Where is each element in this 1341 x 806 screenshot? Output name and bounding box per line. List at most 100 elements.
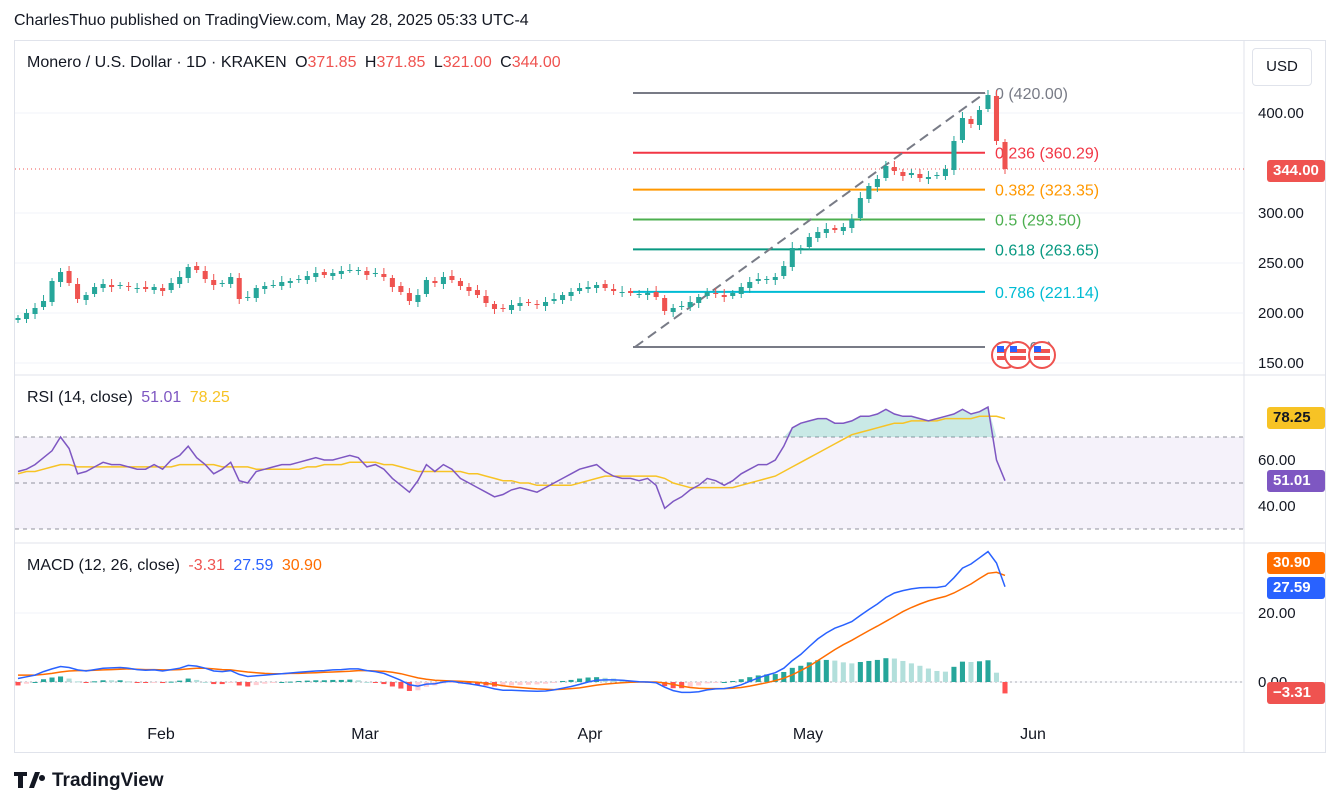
candle-body xyxy=(483,296,489,303)
macd-histogram-bar xyxy=(398,682,404,689)
macd-histogram-bar xyxy=(40,679,47,682)
macd-legend: MACD (12, 26, close) -3.31 27.59 30.90 xyxy=(27,557,326,575)
candle-body xyxy=(781,266,787,276)
candle-body xyxy=(270,285,276,286)
macd-histogram-bar xyxy=(23,682,30,684)
macd-histogram-bar xyxy=(534,682,540,685)
macd-histogram-bar xyxy=(849,663,855,682)
candle-body xyxy=(432,281,438,283)
candle-body xyxy=(66,271,72,283)
symbol-title[interactable]: Monero / U.S. Dollar · 1D · KRAKEN xyxy=(27,54,287,71)
rsi-tick-label: 40.00 xyxy=(1258,498,1296,515)
candle-body xyxy=(866,186,872,199)
macd-histogram-bar xyxy=(968,661,974,682)
macd-line xyxy=(17,550,1006,694)
macd-tick-label: 20.00 xyxy=(1258,605,1296,622)
fib-level-label: 0.618 (263.65) xyxy=(995,242,1099,259)
macd-histogram-bar xyxy=(508,682,515,686)
macd-title[interactable]: MACD (12, 26, close) xyxy=(27,557,180,574)
candle-body xyxy=(321,272,327,275)
candle-body xyxy=(500,308,506,309)
candle-body xyxy=(364,271,370,275)
candle-body xyxy=(747,282,753,288)
price-tick-label: 300.00 xyxy=(1258,205,1304,222)
rsi-line xyxy=(17,405,1006,510)
macd-histogram-bar xyxy=(347,679,353,682)
macd-histogram-bar xyxy=(228,682,234,683)
macd-histogram-bar xyxy=(713,682,719,683)
macd-histogram-bar xyxy=(993,672,1000,682)
macd-histogram-bar xyxy=(194,679,200,682)
candle-body xyxy=(449,276,455,280)
candle-body xyxy=(857,198,863,218)
candle-body xyxy=(58,272,64,282)
candle-body xyxy=(543,302,549,306)
flag-stripe xyxy=(1034,356,1050,360)
candle-body xyxy=(194,266,200,270)
candle-body xyxy=(126,286,132,287)
candle-body xyxy=(185,267,191,278)
flag-canton xyxy=(1010,346,1017,352)
price-tick-label: 200.00 xyxy=(1258,305,1304,322)
macd-histogram-bar xyxy=(100,680,106,682)
candle-body xyxy=(92,287,98,294)
macd-histogram-bar xyxy=(577,678,583,682)
candle-body xyxy=(168,283,174,290)
candle-body xyxy=(670,308,676,312)
us-flag-icon xyxy=(1028,341,1056,369)
candle-body xyxy=(40,301,47,307)
chart-frame[interactable] xyxy=(14,40,1326,753)
fib-level-label: 0.5 (293.50) xyxy=(995,213,1081,230)
fib-level-label: 0.236 (360.29) xyxy=(995,146,1099,163)
close-value: 344.00 xyxy=(511,54,561,71)
candle-body xyxy=(925,177,931,179)
macd-histogram-bar xyxy=(560,680,566,682)
macd-histogram-bar xyxy=(49,677,55,682)
macd-signal-tag: 30.90 xyxy=(1267,552,1325,574)
candle-body xyxy=(874,179,880,187)
candle-body xyxy=(934,175,940,176)
macd-histogram-bar xyxy=(551,682,557,683)
candle-body xyxy=(236,278,242,299)
macd-histogram-bar xyxy=(389,682,395,687)
candle-body xyxy=(764,279,770,280)
macd-histogram-bar xyxy=(168,681,174,683)
macd-histogram-bar xyxy=(279,682,285,683)
macd-histogram-bar xyxy=(355,680,361,682)
high-value: 371.85 xyxy=(376,54,426,71)
time-tick-label: Mar xyxy=(351,726,379,743)
macd-histogram-bar xyxy=(747,677,753,682)
candle-body xyxy=(491,304,498,309)
macd-hist-tag: −3.31 xyxy=(1267,682,1325,704)
candle-body xyxy=(355,270,361,271)
macd-line-tag: 27.59 xyxy=(1267,577,1325,599)
candle-body xyxy=(406,293,412,301)
candle-body xyxy=(100,284,106,288)
candle-body xyxy=(772,277,778,280)
candle-body xyxy=(551,299,557,301)
currency-button[interactable]: USD xyxy=(1252,48,1312,86)
macd-histogram-bar xyxy=(704,682,710,684)
tradingview-brand[interactable]: TradingView xyxy=(14,770,164,792)
close-label: C xyxy=(500,54,512,71)
macd-histogram-bar xyxy=(143,682,149,683)
time-tick-label: Jun xyxy=(1020,726,1046,743)
macd-histogram-bar xyxy=(321,680,327,682)
macd-signal-line xyxy=(18,571,1006,691)
price-tick-label: 250.00 xyxy=(1258,255,1304,272)
candle-body xyxy=(245,297,251,298)
candle-body xyxy=(730,293,736,296)
macd-histogram-bar xyxy=(525,682,532,685)
macd-histogram-bar xyxy=(738,679,744,682)
candle-body xyxy=(15,318,21,320)
rsi-title[interactable]: RSI (14, close) xyxy=(27,389,133,406)
candle-body xyxy=(23,313,30,319)
candle-body xyxy=(279,282,285,286)
macd-histogram-bar xyxy=(764,674,770,682)
rsi-value-tag: 51.01 xyxy=(1267,470,1325,492)
brand-text: TradingView xyxy=(52,770,164,791)
macd-histogram-bar xyxy=(891,658,897,682)
candle-body xyxy=(815,232,821,238)
macd-histogram-bar xyxy=(126,681,132,683)
